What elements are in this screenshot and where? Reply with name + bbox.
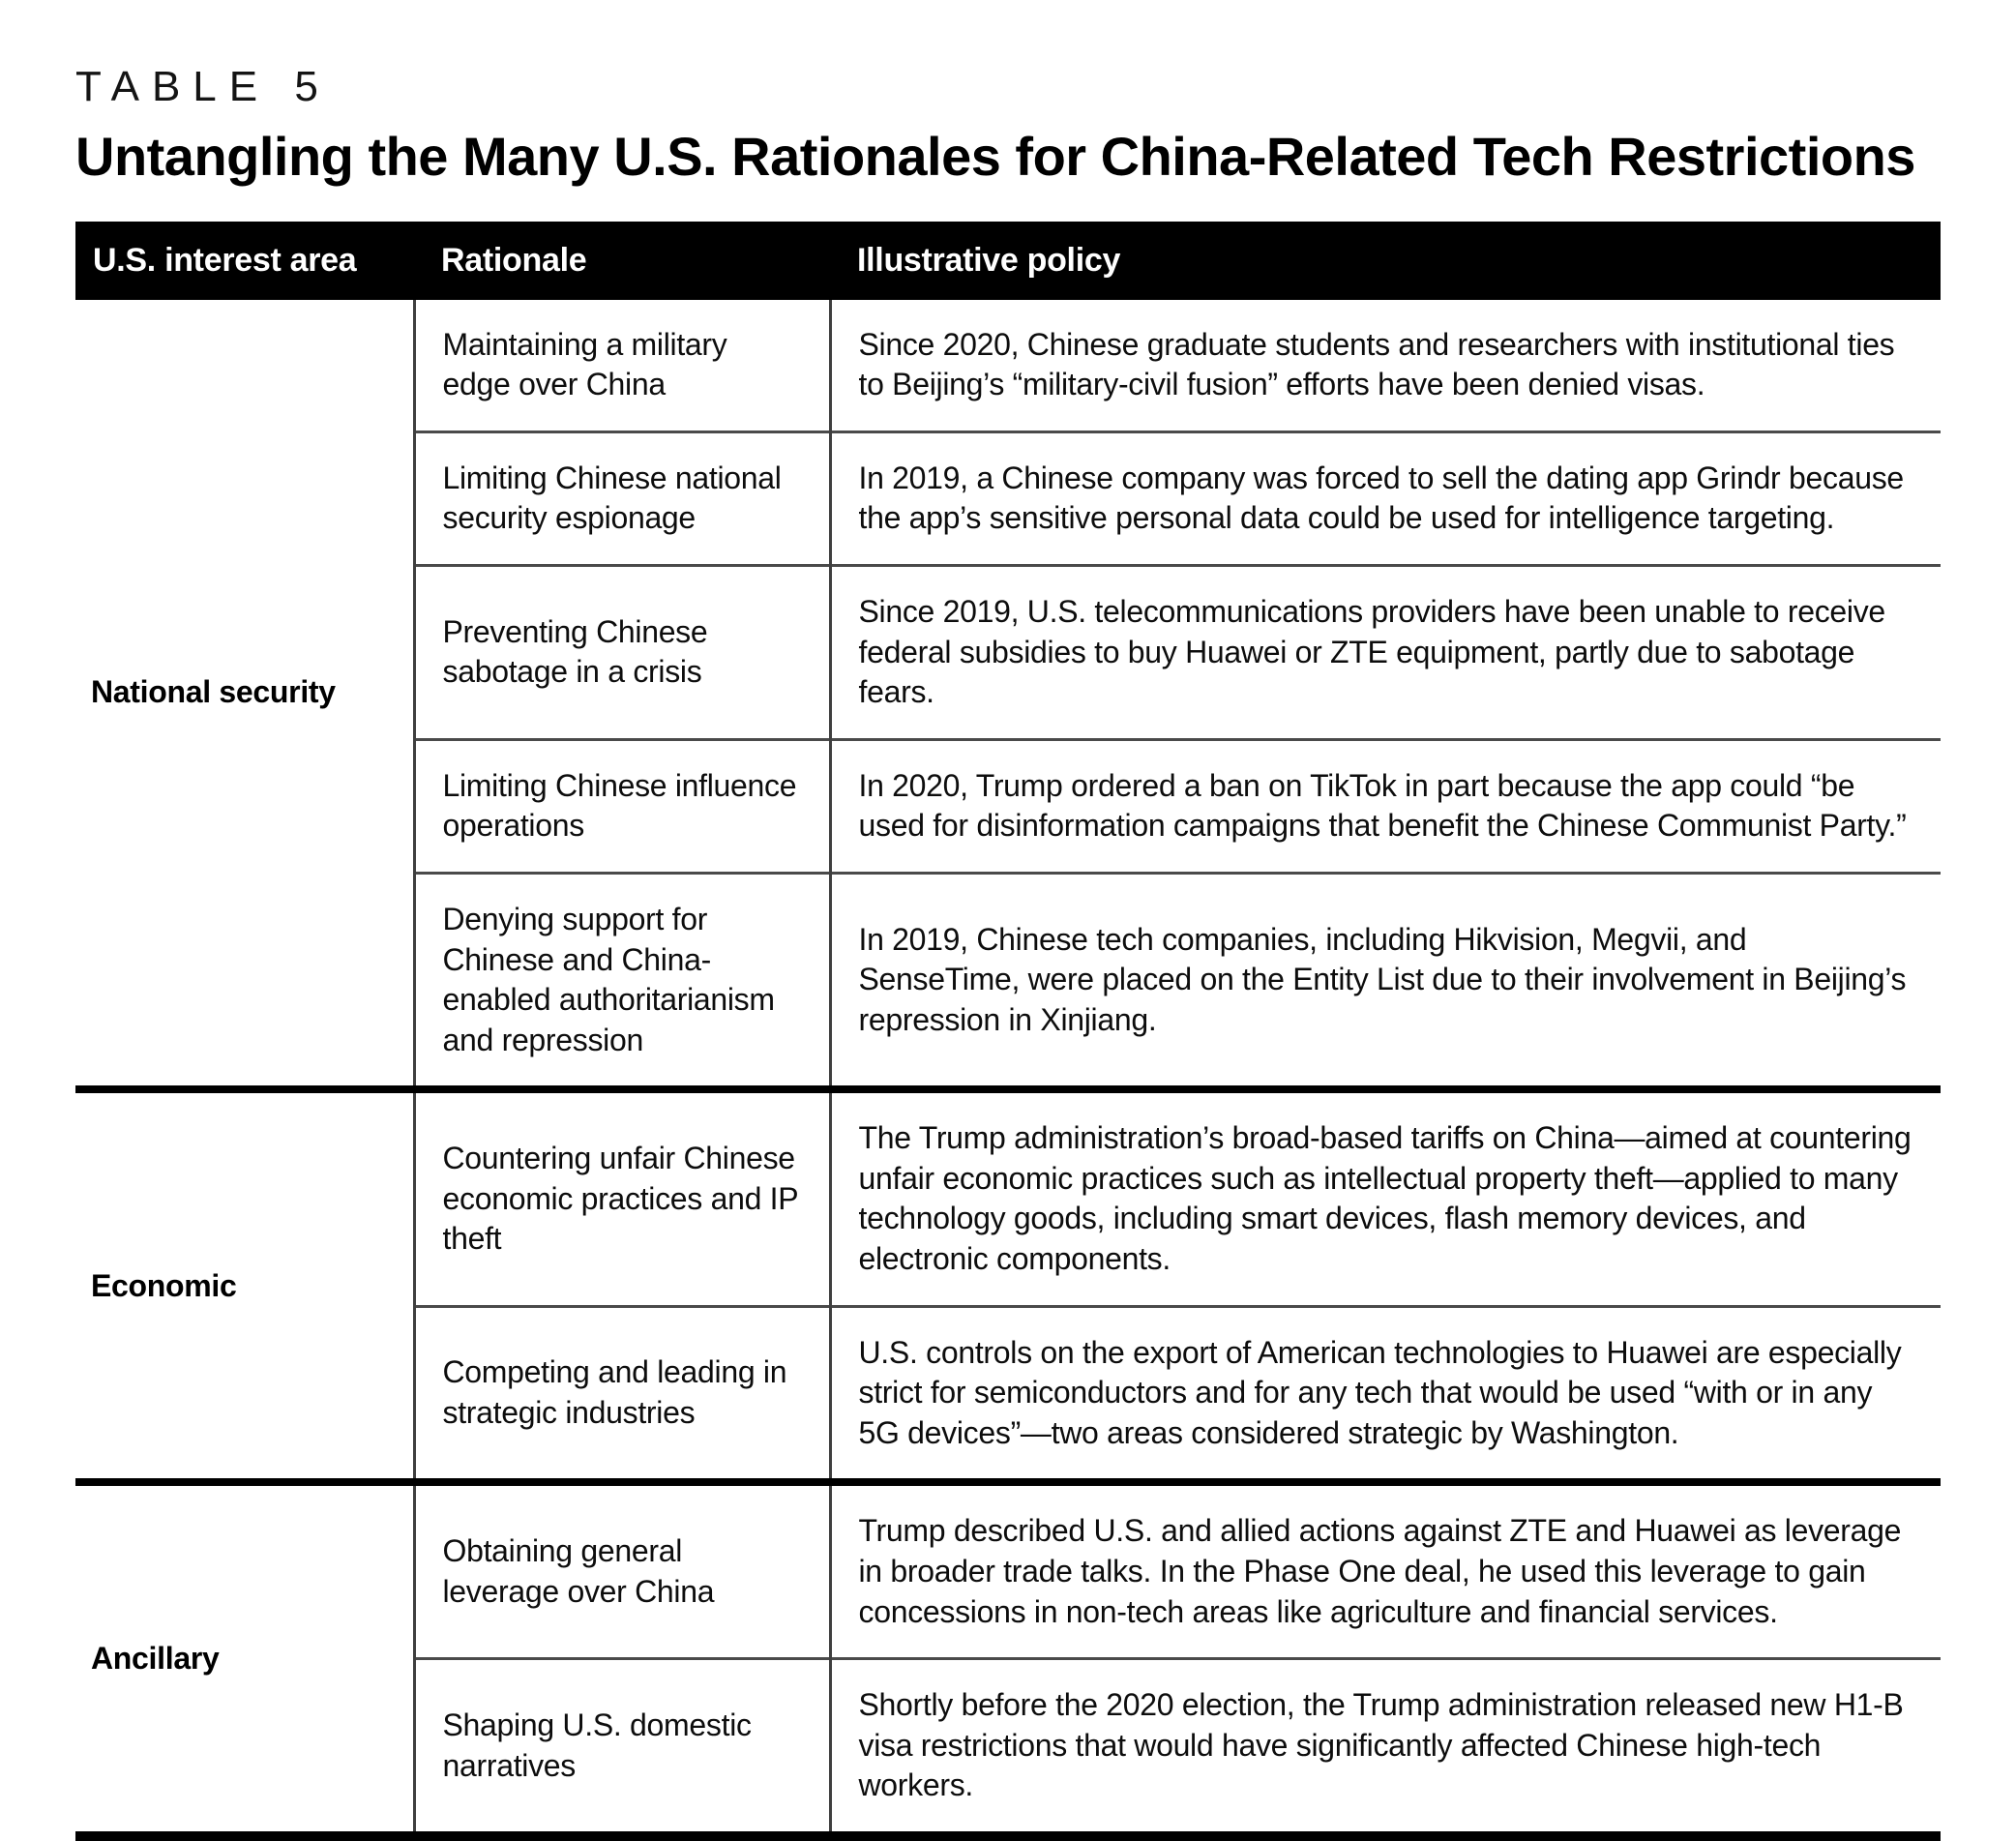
table-row: Economic Countering unfair Chinese econo… (75, 1085, 1941, 1483)
policy-cell: The Trump administration’s broad-based t… (828, 1085, 1941, 1307)
group-label-national-security: National security (75, 299, 414, 1090)
document-page: TABLE 5 Untangling the Many U.S. Rationa… (75, 63, 1941, 1841)
rationale-cell: Preventing Chinese sabotage in a crisis (412, 563, 830, 740)
rationale-cell: Denying support for Chinese and China-en… (412, 871, 830, 1090)
policy-cell: Since 2020, Chinese graduate students an… (828, 299, 1941, 432)
table-row: Preventing Chinese sabotage in a crisis … (75, 563, 1941, 740)
policy-cell: Since 2019, U.S. telecommunications prov… (828, 563, 1941, 740)
table-row: Competing and leading in strategic indus… (75, 1304, 1941, 1483)
group-label-ancillary: Ancillary (75, 1478, 414, 1837)
policy-cell: In 2019, a Chinese company was forced to… (828, 430, 1941, 566)
group-label-economic: Economic (75, 1085, 414, 1483)
rationale-cell: Maintaining a military edge over China (412, 299, 830, 432)
table-row: National security Maintaining a military… (75, 299, 1941, 1090)
policy-cell: In 2020, Trump ordered a ban on TikTok i… (828, 737, 1941, 874)
column-header-interest-area: U.S. interest area (75, 221, 414, 300)
column-header-illustrative-policy: Illustrative policy (830, 221, 1941, 300)
policy-cell: Trump described U.S. and allied actions … (828, 1478, 1941, 1659)
rationale-cell: Limiting Chinese national security espio… (412, 430, 830, 566)
rationale-cell: Countering unfair Chinese economic pract… (412, 1085, 830, 1307)
rationale-cell: Obtaining general leverage over China (412, 1478, 830, 1659)
column-header-rationale: Rationale (414, 221, 830, 300)
table-row: Denying support for Chinese and China-en… (75, 871, 1941, 1090)
header-row: U.S. interest area Rationale Illustrativ… (75, 221, 1941, 300)
policy-cell: Shortly before the 2020 election, the Tr… (828, 1657, 1941, 1837)
rationales-table: U.S. interest area Rationale Illustrativ… (75, 221, 1941, 1841)
table-label: TABLE 5 (75, 63, 331, 110)
policy-cell: In 2019, Chinese tech companies, includi… (828, 871, 1941, 1090)
rationale-cell: Limiting Chinese influence operations (412, 737, 830, 874)
table-row: Limiting Chinese national security espio… (75, 430, 1941, 566)
rationale-cell: Competing and leading in strategic indus… (412, 1304, 830, 1483)
table-row: Limiting Chinese influence operations In… (75, 737, 1941, 874)
table-row: Ancillary Obtaining general leverage ove… (75, 1478, 1941, 1837)
table-title: Untangling the Many U.S. Rationales for … (75, 126, 1915, 188)
policy-cell: U.S. controls on the export of American … (828, 1304, 1941, 1483)
rationale-cell: Shaping U.S. domestic narratives (412, 1657, 830, 1837)
